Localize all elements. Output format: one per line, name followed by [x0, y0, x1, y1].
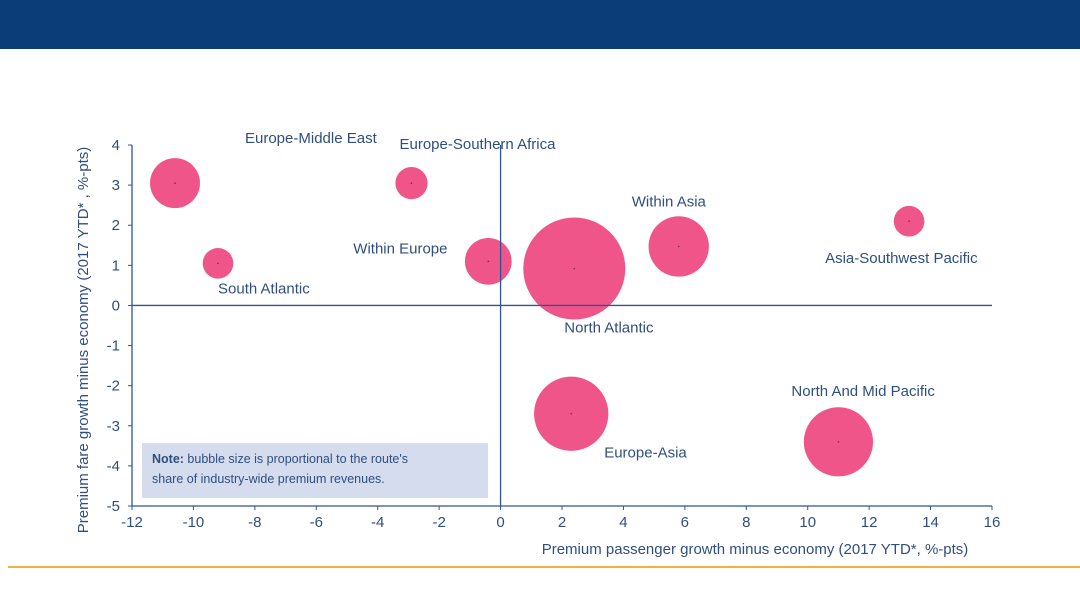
- x-tick-label: 16: [984, 514, 1001, 531]
- bubble-center-dot: [570, 412, 573, 415]
- label-within-asia: Within Asia: [632, 193, 707, 210]
- x-tick-label: 10: [799, 514, 816, 531]
- y-tick-label: -4: [107, 458, 120, 475]
- bubble-center-dot: [573, 267, 576, 270]
- footer-rule: [8, 566, 1080, 568]
- y-tick-label: -1: [107, 338, 120, 355]
- label-europe-asia: Europe-Asia: [604, 445, 687, 462]
- bubble-center-dot: [837, 441, 840, 443]
- y-tick-label: 1: [112, 257, 120, 274]
- bubble-center-dot: [908, 220, 910, 223]
- header-bar: [0, 0, 1080, 49]
- label-asia-southwest-pacific: Asia-Southwest Pacific: [825, 250, 978, 267]
- x-tick-label: -10: [183, 514, 205, 531]
- x-tick-label: 2: [558, 514, 566, 531]
- y-axis-title: Premium fare growth minus economy (2017 …: [75, 147, 92, 534]
- x-tick-label: -8: [248, 514, 261, 531]
- y-tick-label: -3: [107, 418, 120, 435]
- axes-layer: -12 -10 -8 -6 -4 -2 0 2 4 6 8 10 12 14 1643210-1-2-3-4…: [107, 137, 1001, 531]
- label-north-and-mid-pacific: North And Mid Pacific: [791, 383, 935, 400]
- y-tick-label: 3: [112, 177, 120, 194]
- y-tick-label: 0: [112, 297, 120, 314]
- x-tick-label: -6: [310, 514, 323, 531]
- bubble-center-dot: [677, 245, 680, 248]
- label-north-atlantic: North Atlantic: [564, 320, 654, 337]
- note-bold: Note:: [152, 452, 184, 466]
- x-tick-label: -4: [371, 514, 384, 531]
- y-tick-label: -5: [107, 498, 120, 515]
- y-tick-label: 2: [112, 217, 120, 234]
- label-south-atlantic: South Atlantic: [218, 280, 310, 297]
- bubble-center-dot: [174, 182, 176, 184]
- x-tick-label: 12: [861, 514, 878, 531]
- bubble-center-dot: [217, 262, 219, 265]
- note-line-2: share of industry-wide premium revenues.: [152, 472, 385, 486]
- x-tick-label: -2: [432, 514, 445, 531]
- x-tick-label: -12: [121, 514, 143, 531]
- x-tick-label: 0: [496, 514, 504, 531]
- y-tick-label: 4: [112, 137, 120, 154]
- x-tick-label: 14: [922, 514, 939, 531]
- labels-layer: Europe-Middle East South Atlantic Europe-S…: [218, 130, 978, 462]
- x-tick-label: 8: [742, 514, 750, 531]
- bubble-center-dot: [410, 182, 413, 184]
- y-tick-label: -2: [107, 378, 120, 395]
- bubble-center-dot: [487, 260, 490, 263]
- x-tick-label: 6: [681, 514, 689, 531]
- label-europe-middle-east: Europe-Middle East: [245, 130, 378, 147]
- note-text-1: bubble size is proportional to the route…: [184, 452, 408, 466]
- bubbles-layer: [150, 158, 925, 477]
- x-axis-title: Premium passenger growth minus economy (…: [542, 541, 969, 558]
- x-tick-label: 4: [619, 514, 627, 531]
- label-europe-southern-africa: Europe-Southern Africa: [400, 136, 557, 153]
- note-box: Note: bubble size is proportional to the…: [142, 443, 488, 498]
- note-line-1: Note: bubble size is proportional to the…: [152, 452, 408, 466]
- label-within-europe: Within Europe: [353, 240, 447, 257]
